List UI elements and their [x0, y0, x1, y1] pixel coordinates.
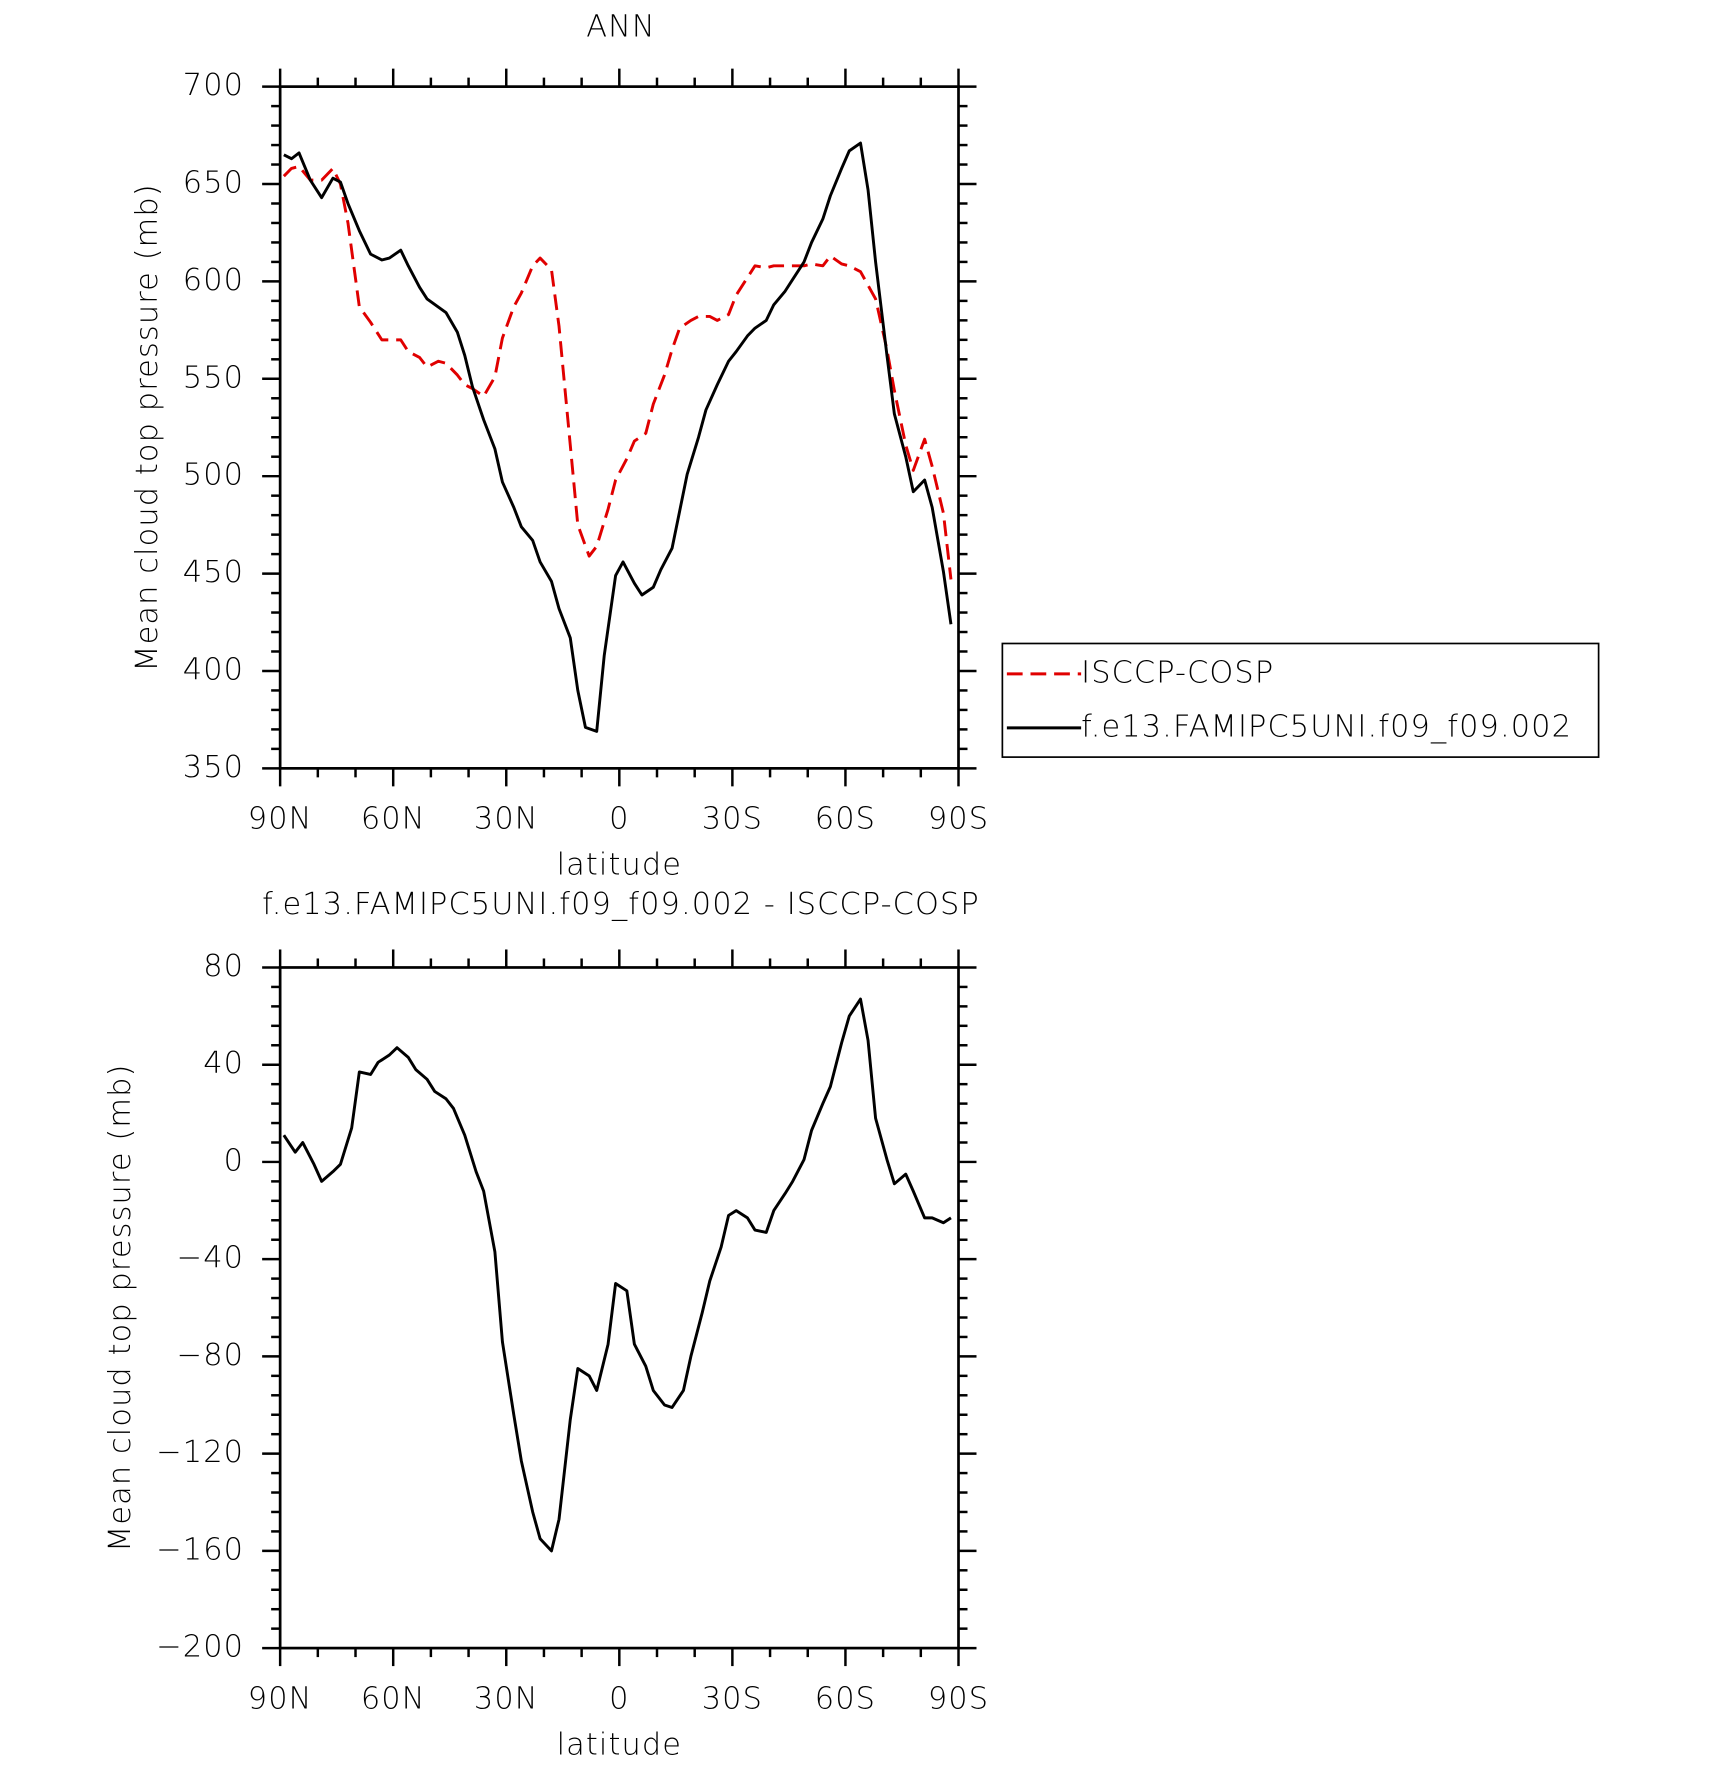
- x-tick-label: 90N: [248, 802, 313, 837]
- y-tick-label: −160: [156, 1532, 244, 1567]
- y-tick-label: −40: [177, 1241, 244, 1276]
- x-tick-label: 30S: [702, 802, 763, 837]
- x-tick-label: 30N: [474, 1681, 539, 1716]
- x-tick-label: 90N: [248, 1681, 313, 1716]
- y-tick-label: −200: [156, 1630, 244, 1665]
- x-tick-label: 90S: [928, 802, 989, 837]
- y-tick-label: 350: [183, 750, 244, 785]
- x-tick-label: 60N: [361, 1681, 426, 1716]
- y-tick-label: 500: [183, 458, 244, 493]
- chart-title: ANN: [586, 10, 656, 45]
- y-tick-label: 40: [203, 1046, 244, 1081]
- x-tick-label: 0: [609, 802, 629, 837]
- plot-frame: [278, 85, 960, 770]
- y-tick-label: −80: [177, 1338, 244, 1373]
- data-line: [282, 165, 953, 580]
- plot-frame: [278, 966, 960, 1650]
- x-tick-label: 60S: [815, 802, 876, 837]
- y-tick-label: −120: [156, 1435, 244, 1470]
- x-tick-label: 60S: [815, 1681, 876, 1716]
- x-axis-label: latitude: [557, 848, 682, 883]
- y-tick-label: 700: [183, 68, 244, 103]
- legend-label: ISCCP-COSP: [1081, 655, 1274, 690]
- data-line: [283, 141, 953, 733]
- y-tick-label: 80: [203, 949, 244, 984]
- x-tick-label: 30S: [702, 1681, 763, 1716]
- legend-box: [1001, 642, 1600, 758]
- y-axis-label: Mean cloud top pressure (mb): [103, 1064, 138, 1552]
- x-axis-label: latitude: [557, 1727, 682, 1762]
- y-tick-label: 550: [183, 360, 244, 395]
- x-tick-label: 30N: [474, 802, 539, 837]
- y-tick-label: 400: [183, 652, 244, 687]
- chart-title: f.e13.FAMIPC5UNI.f09_f09.002 - ISCCP-COS…: [262, 887, 980, 922]
- x-tick-label: 60N: [361, 802, 426, 837]
- x-tick-label: 0: [609, 1681, 629, 1716]
- x-tick-label: 90S: [928, 1681, 989, 1716]
- y-tick-label: 600: [183, 263, 244, 298]
- y-tick-label: 0: [224, 1143, 244, 1178]
- legend-label: f.e13.FAMIPC5UNI.f09_f09.002: [1081, 709, 1572, 744]
- y-tick-label: 650: [183, 166, 244, 201]
- y-axis-label: Mean cloud top pressure (mb): [130, 183, 165, 671]
- data-line: [282, 997, 952, 1553]
- y-tick-label: 450: [183, 555, 244, 590]
